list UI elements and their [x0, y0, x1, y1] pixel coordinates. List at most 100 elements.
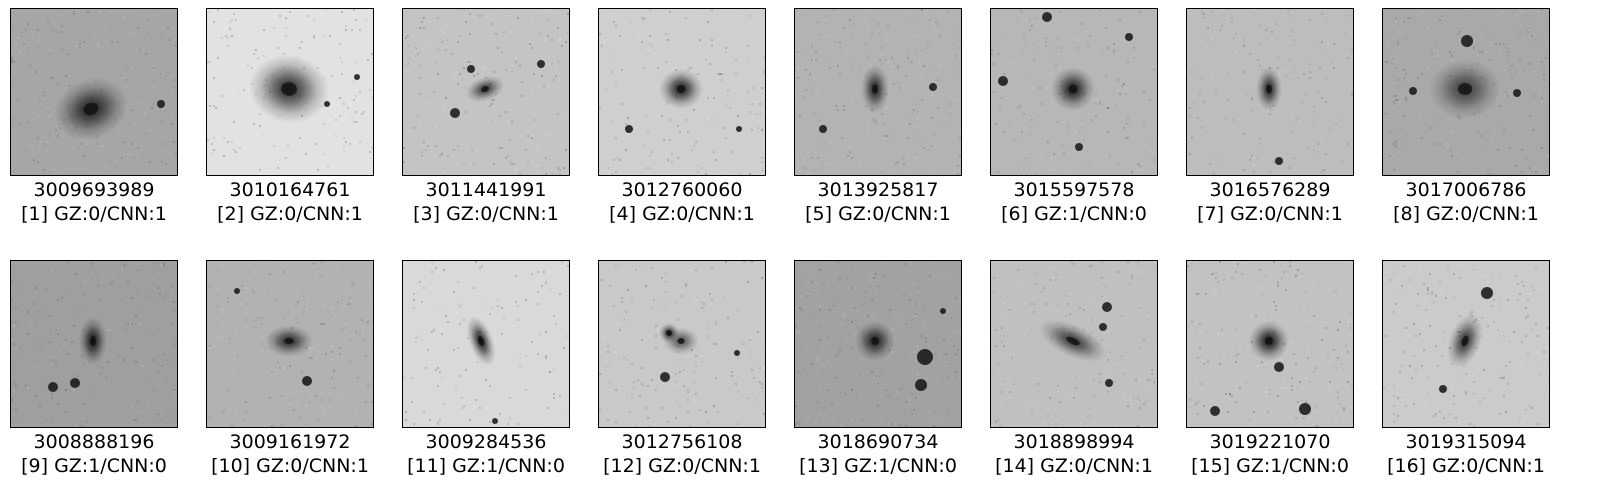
object-id: 3008888196: [33, 431, 155, 453]
object-id: 3009161972: [229, 431, 351, 453]
object-id: 3016576289: [1209, 179, 1331, 201]
galaxy-core: [676, 85, 686, 93]
galaxy-cutout-image: [598, 8, 766, 176]
galaxy-core: [1265, 337, 1273, 345]
galaxy-cutout-image: [990, 8, 1158, 176]
galaxy-core: [677, 338, 685, 344]
galaxy-core: [90, 336, 96, 346]
galaxy-cell: 3011441991 [3] GZ:0/CNN:1: [392, 8, 596, 238]
galaxy-cutout-image: [1382, 8, 1550, 176]
galaxy-cutout-image: [402, 260, 570, 428]
classification-label: [15] GZ:1/CNN:0: [1191, 455, 1349, 477]
object-id: 3015597578: [1013, 179, 1135, 201]
classification-label: [12] GZ:0/CNN:1: [603, 455, 761, 477]
galaxy-cutout-image: [794, 8, 962, 176]
galaxy-cell: 3013925817 [5] GZ:0/CNN:1: [784, 8, 988, 238]
star-point: [1099, 323, 1107, 331]
galaxy-cell: 3009284536 [11] GZ:1/CNN:0: [392, 260, 596, 490]
object-id: 3013925817: [817, 179, 939, 201]
star-point: [1275, 157, 1283, 165]
galaxy-cell: 3019221070 [15] GZ:1/CNN:0: [1176, 260, 1380, 490]
classification-label: [6] GZ:1/CNN:0: [1001, 203, 1147, 225]
object-id: 3017006786: [1405, 179, 1527, 201]
star-point: [70, 378, 80, 388]
star-point: [1409, 87, 1417, 95]
star-point: [917, 349, 933, 365]
galaxy-core: [871, 337, 879, 345]
classification-label: [4] GZ:0/CNN:1: [609, 203, 755, 225]
object-id: 3010164761: [229, 179, 351, 201]
object-id: 3011441991: [425, 179, 547, 201]
object-id: 3012760060: [621, 179, 743, 201]
galaxy-core: [1266, 84, 1272, 94]
galaxy-core: [83, 102, 99, 116]
galaxy-cell: 3018690734 [13] GZ:1/CNN:0: [784, 260, 988, 490]
star-point: [1075, 143, 1083, 151]
star-point: [1125, 33, 1133, 41]
galaxy-cutout-image: [206, 260, 374, 428]
star-point: [940, 308, 946, 314]
galaxy-cutout-image: [206, 8, 374, 176]
galaxy-core: [281, 82, 297, 96]
object-id: 3012756108: [621, 431, 743, 453]
galaxy-core: [1457, 83, 1473, 95]
star-point: [1513, 89, 1521, 97]
galaxy-cell: 3009161972 [10] GZ:0/CNN:1: [196, 260, 400, 490]
star-point: [450, 108, 460, 118]
object-id: 3019221070: [1209, 431, 1331, 453]
star-point: [660, 372, 670, 382]
galaxy-cutout-image: [990, 260, 1158, 428]
galaxy-cell: 3017006786 [8] GZ:0/CNN:1: [1372, 8, 1576, 238]
star-point: [915, 379, 927, 391]
star-point: [1210, 406, 1220, 416]
star-point: [234, 288, 240, 294]
classification-label: [10] GZ:0/CNN:1: [211, 455, 369, 477]
star-point: [302, 376, 312, 386]
star-point: [819, 125, 827, 133]
galaxy-cell: 3019315094 [16] GZ:0/CNN:1: [1372, 260, 1576, 490]
star-point: [48, 382, 58, 392]
galaxy-core: [1066, 336, 1080, 346]
galaxy-core: [477, 336, 485, 346]
object-id: 3018898994: [1013, 431, 1135, 453]
star-point: [492, 418, 498, 424]
galaxy-cell: 3012760060 [4] GZ:0/CNN:1: [588, 8, 792, 238]
classification-label: [14] GZ:0/CNN:1: [995, 455, 1153, 477]
galaxy-cutout-image: [1382, 260, 1550, 428]
star-point: [1481, 287, 1493, 299]
galaxy-cell: 3018898994 [14] GZ:0/CNN:1: [980, 260, 1184, 490]
star-point: [157, 100, 165, 108]
star-point: [324, 101, 330, 107]
galaxy-cell: 3015597578 [6] GZ:1/CNN:0: [980, 8, 1184, 238]
classification-label: [7] GZ:0/CNN:1: [1197, 203, 1343, 225]
galaxy-core: [481, 85, 489, 93]
star-point: [929, 83, 937, 91]
star-point: [1042, 12, 1052, 22]
galaxy-core: [284, 337, 294, 345]
galaxy-core: [872, 84, 878, 94]
classification-label: [1] GZ:0/CNN:1: [21, 203, 167, 225]
object-id: 3009284536: [425, 431, 547, 453]
star-point: [625, 125, 633, 133]
star-point: [354, 74, 360, 80]
galaxy-cell: 3010164761 [2] GZ:0/CNN:1: [196, 8, 400, 238]
star-point: [734, 350, 740, 356]
star-point: [537, 60, 545, 68]
galaxy-cell: 3009693989 [1] GZ:0/CNN:1: [0, 8, 204, 238]
galaxy-cutout-image: [402, 8, 570, 176]
galaxy-cell: 3008888196 [9] GZ:1/CNN:0: [0, 260, 204, 490]
object-id: 3018690734: [817, 431, 939, 453]
star-point: [1461, 35, 1473, 47]
star-point: [736, 126, 742, 132]
galaxy-cutout-image: [1186, 8, 1354, 176]
classification-label: [2] GZ:0/CNN:1: [217, 203, 363, 225]
galaxy-cutout-image: [598, 260, 766, 428]
object-id: 3009693989: [33, 179, 155, 201]
star-point: [467, 65, 475, 73]
galaxy-cutout-image: [1186, 260, 1354, 428]
classification-label: [16] GZ:0/CNN:1: [1387, 455, 1545, 477]
galaxy-core: [1068, 84, 1078, 94]
galaxy-cutout-image: [794, 260, 962, 428]
galaxy-cutout-image: [10, 8, 178, 176]
